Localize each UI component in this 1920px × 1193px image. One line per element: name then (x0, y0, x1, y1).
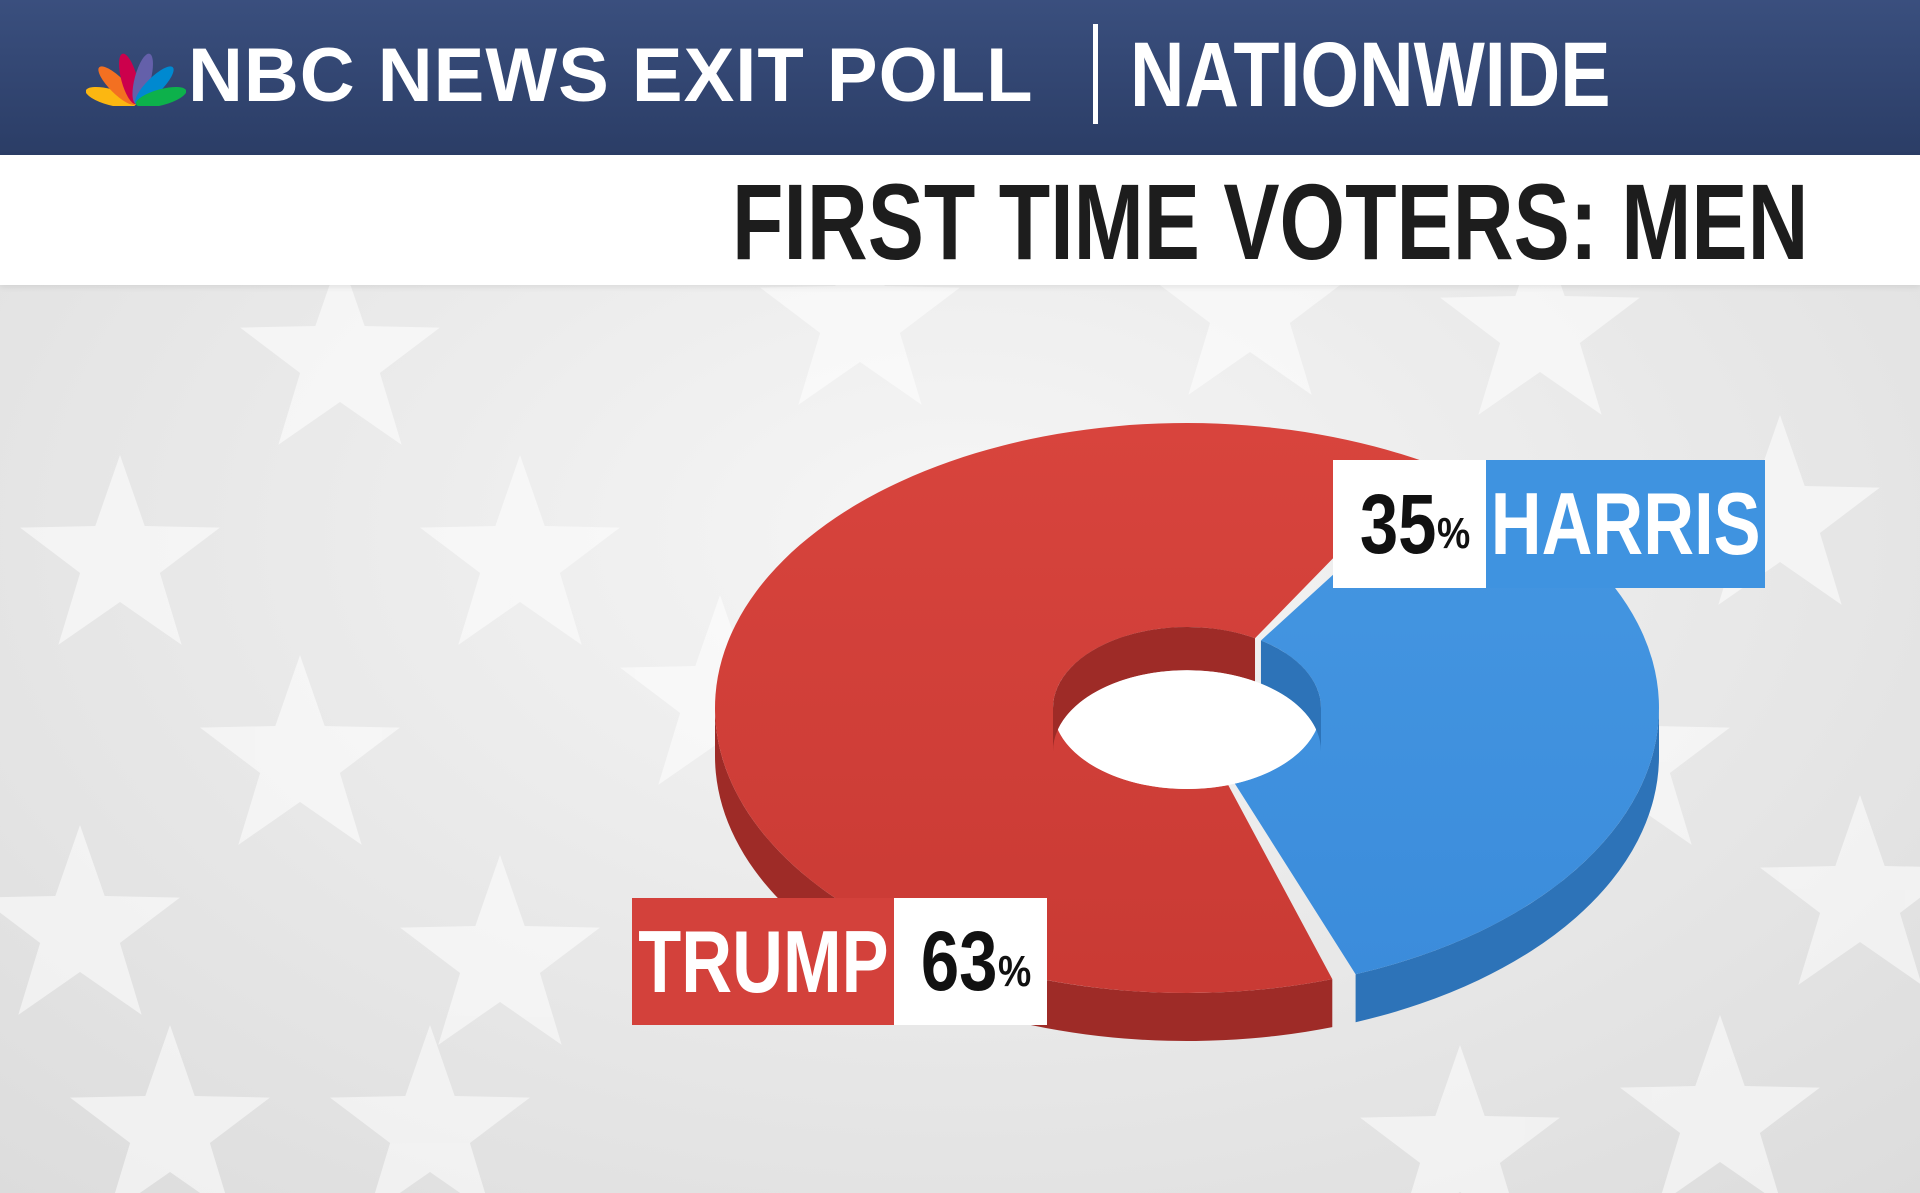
trump-value: 63 (921, 914, 998, 1008)
background-star (200, 655, 400, 845)
network-title: NBC NEWS EXIT POLL (188, 33, 1034, 118)
background-star (1680, 415, 1880, 605)
background-star (240, 255, 440, 445)
background-star (1150, 205, 1350, 395)
header-divider (1093, 24, 1098, 124)
background-star (1360, 1045, 1560, 1193)
harris-value: 35 (1360, 476, 1437, 571)
harris-unit: % (1436, 509, 1470, 558)
background-star (330, 1025, 530, 1193)
harris-name: HARRIS (1490, 474, 1761, 573)
background-star (760, 215, 960, 405)
scope-title: NATIONWIDE (1130, 24, 1611, 126)
header-bar: NBC NEWS EXIT POLL NATIONWIDE (0, 0, 1920, 155)
harris-name-label: HARRIS (1486, 460, 1765, 588)
trump-value-label: 63% (894, 898, 1047, 1025)
donut-inner-wall-trump (1053, 626, 1256, 752)
trump-unit: % (997, 946, 1031, 996)
nbc-peacock-icon (86, 53, 186, 106)
background-star (20, 455, 220, 645)
harris-value-label: 35% (1333, 460, 1486, 588)
background-star (1620, 1015, 1820, 1193)
background-star (70, 1025, 270, 1193)
chart-title: FIRST TIME VOTERS: MEN (732, 161, 1809, 282)
background-star (420, 455, 620, 645)
trump-name: TRUMP (637, 911, 889, 1011)
donut-hole (1053, 670, 1321, 789)
background-star (1760, 795, 1920, 985)
donut-slice-harris (1234, 470, 1660, 975)
donut-side-harris (1355, 708, 1659, 1023)
donut-inner-wall-harris (1260, 640, 1321, 752)
background-star (400, 855, 600, 1045)
background-star (0, 825, 180, 1015)
trump-name-label: TRUMP (632, 898, 894, 1025)
donut-slice-trump (715, 422, 1427, 994)
subtitle-bar (0, 155, 1920, 285)
background-star (1440, 225, 1640, 415)
